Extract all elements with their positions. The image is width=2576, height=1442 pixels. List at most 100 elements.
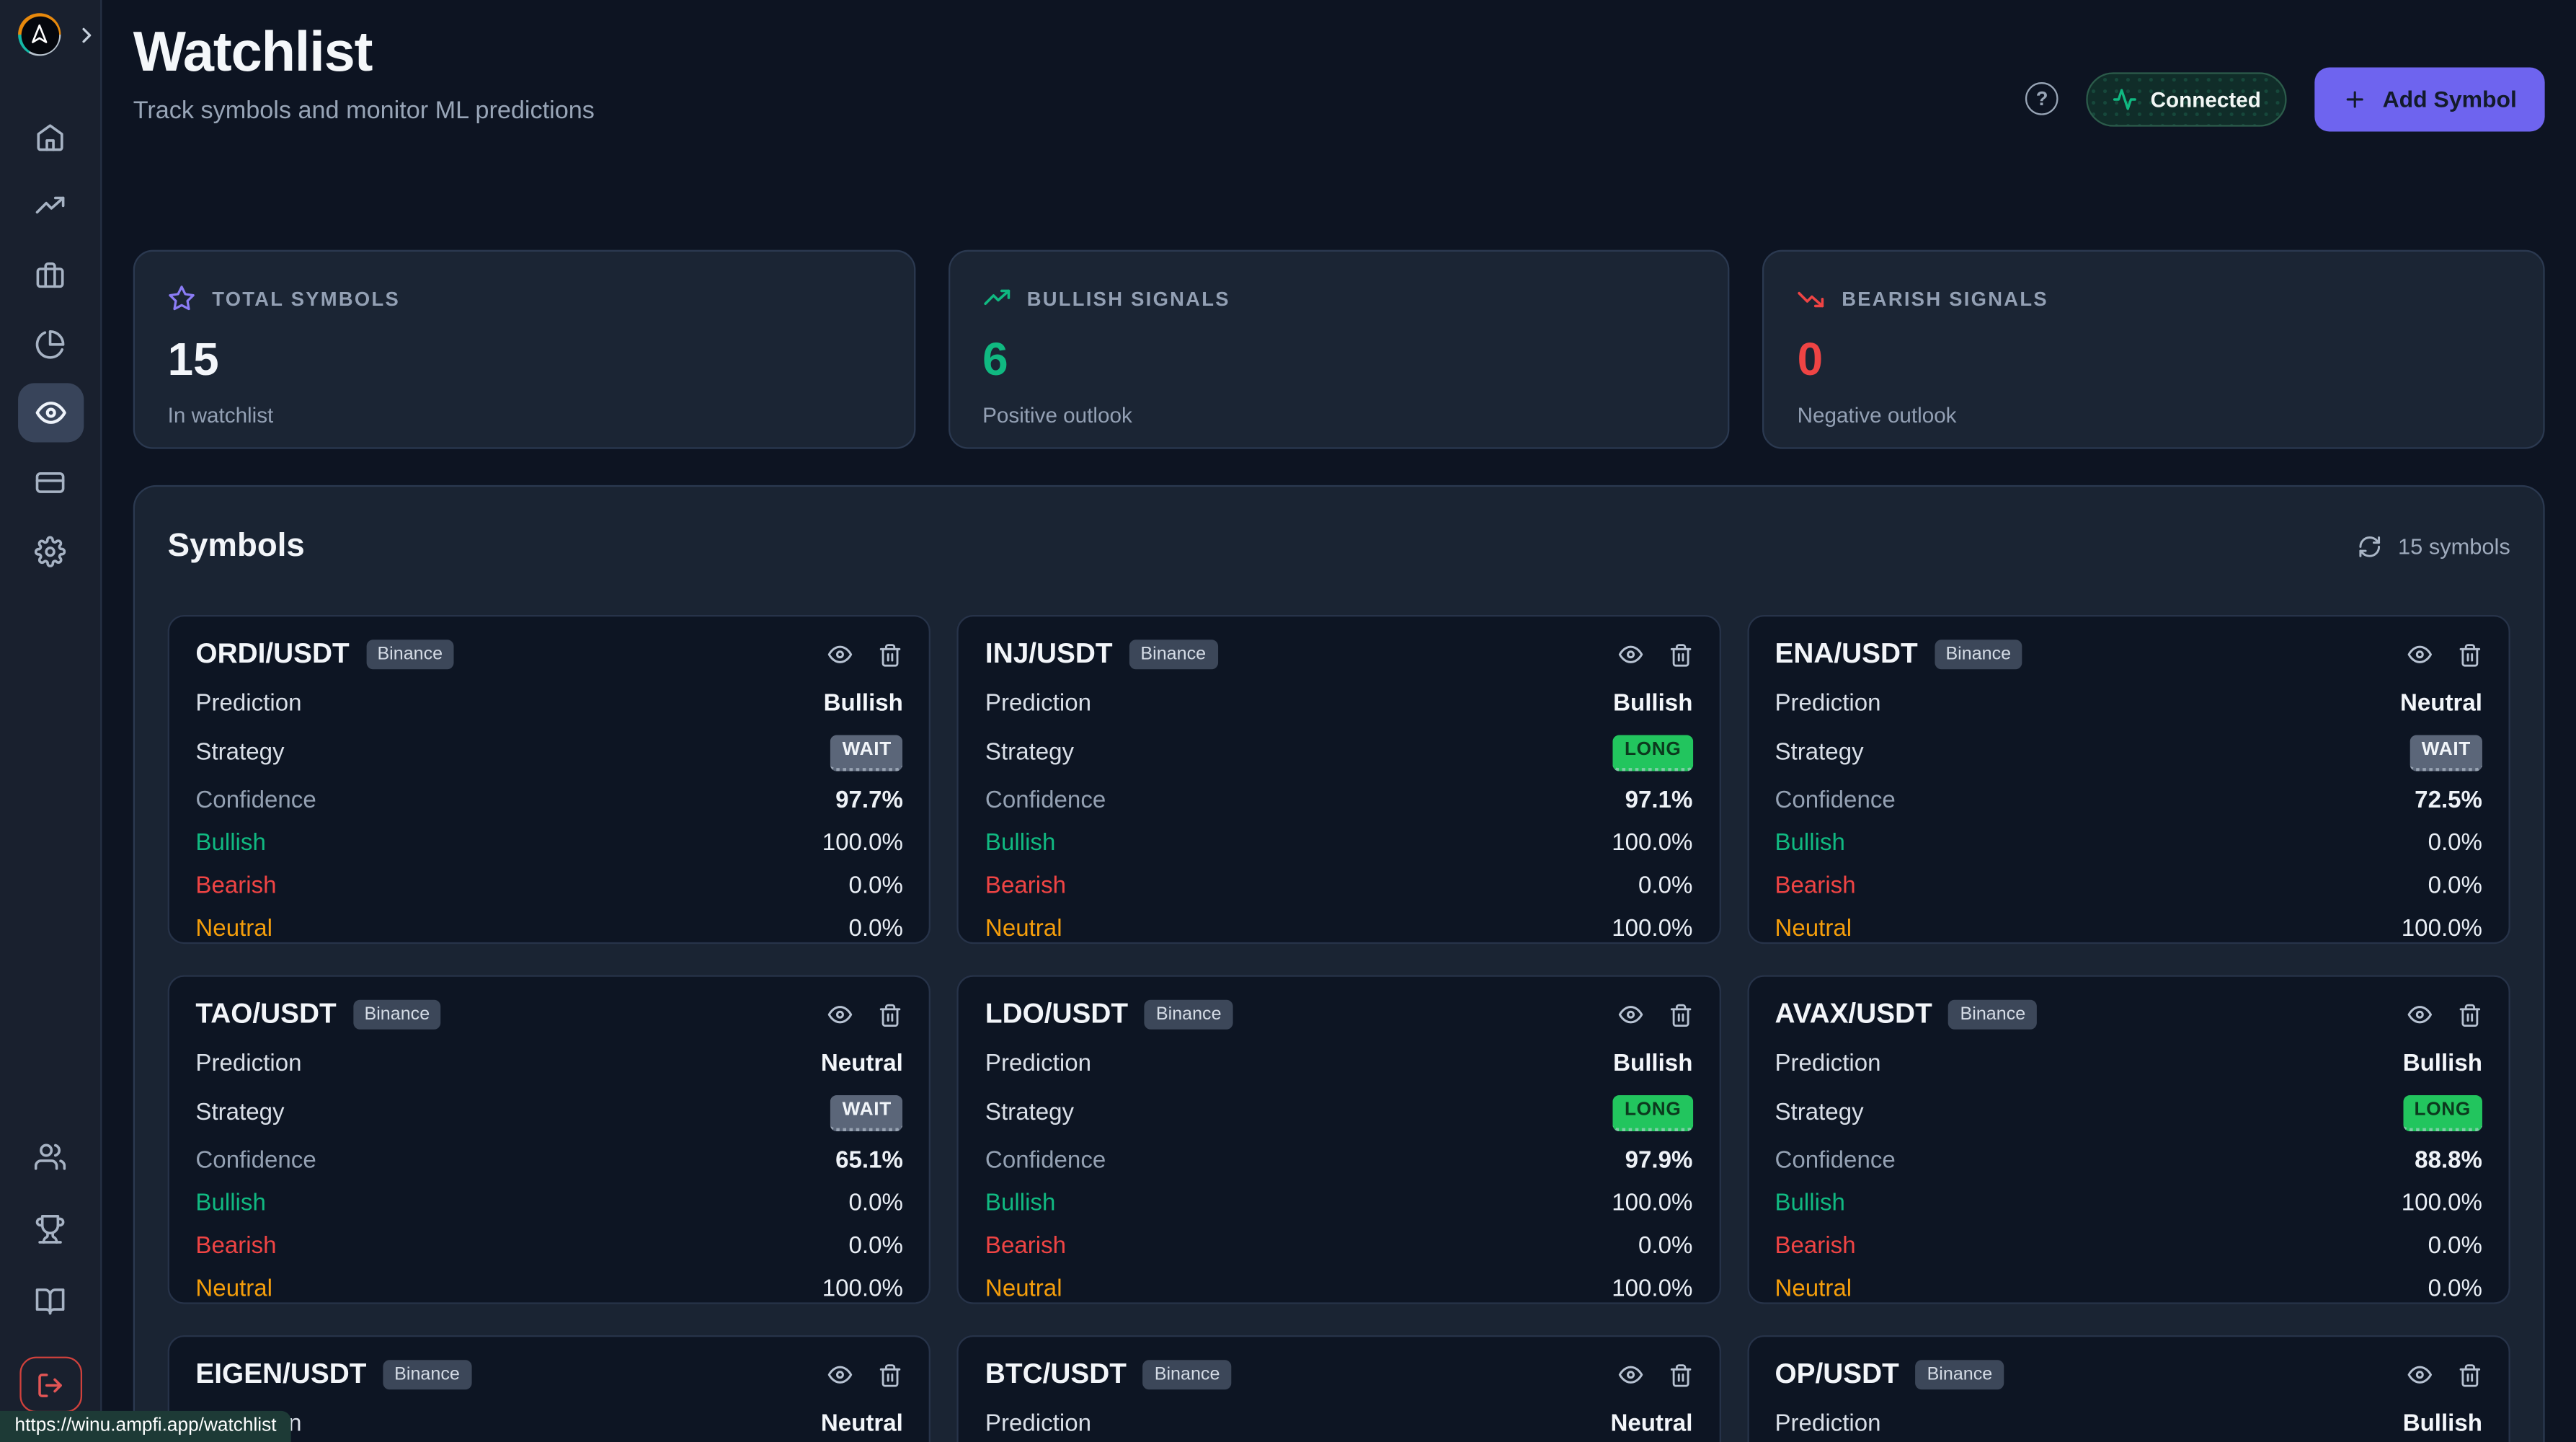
symbol-pair: INJ/USDT (985, 637, 1113, 670)
home-icon (35, 121, 66, 152)
bullish-label: Bullish (985, 830, 1056, 857)
strategy-badge: WAIT (2410, 735, 2482, 771)
delete-trash-icon[interactable] (2458, 642, 2482, 667)
help-icon[interactable]: ? (2025, 82, 2058, 115)
refresh-icon[interactable] (2357, 534, 2381, 558)
bullish-value: 0.0% (2428, 830, 2482, 857)
confidence-row: Confidence 88.8% (1775, 1149, 2482, 1174)
prediction-row: Prediction Bullish (985, 690, 1692, 717)
bearish-label: Bearish (195, 873, 277, 900)
delete-trash-icon[interactable] (1668, 642, 1692, 667)
bearish-row: Bearish 0.0% (985, 873, 1692, 900)
confidence-label: Confidence (1775, 1147, 1896, 1175)
activity-pulse-icon (2113, 87, 2137, 111)
sidebar-item-community[interactable] (17, 1126, 83, 1185)
stat-value: 6 (982, 333, 1008, 385)
delete-trash-icon[interactable] (879, 1363, 903, 1387)
sidebar-item-wallet[interactable] (17, 452, 83, 511)
symbol-pair: OP/USDT (1775, 1358, 1899, 1390)
stat-value: 0 (1797, 333, 1824, 385)
book-open-icon (35, 1285, 66, 1316)
bullish-label: Bullish (1775, 1190, 1845, 1217)
neutral-label: Neutral (985, 1275, 1062, 1303)
watch-eye-icon[interactable] (827, 1001, 853, 1027)
stat-value: 15 (167, 333, 219, 385)
neutral-value: 100.0% (822, 1275, 903, 1303)
prediction-value: Bullish (2402, 1410, 2482, 1438)
symbol-card-rows: Prediction Neutral Strategy WAIT Confidence 6… (195, 1052, 903, 1303)
bullish-row: Bullish 100.0% (1775, 1190, 2482, 1217)
prediction-row: Prediction Bullish (195, 690, 903, 717)
strategy-label: Strategy (985, 1099, 1075, 1126)
prediction-label: Prediction (195, 690, 302, 717)
symbol-card: LDO/USDT Binance Prediction Bullish Strate… (957, 975, 1721, 1304)
watch-eye-icon[interactable] (1617, 642, 1643, 668)
neutral-row: Neutral 0.0% (195, 916, 902, 942)
exchange-badge: Binance (365, 640, 455, 670)
bearish-label: Bearish (985, 873, 1067, 900)
delete-trash-icon[interactable] (1668, 1363, 1692, 1387)
neutral-row: Neutral 100.0% (195, 1275, 903, 1303)
watch-eye-icon[interactable] (2407, 642, 2433, 668)
prediction-row: Prediction Neutral (985, 1412, 1692, 1437)
symbol-card-rows: Prediction Bullish Strategy LONG Confidence 8… (1775, 1050, 2482, 1303)
stat-sub: In watchlist (167, 402, 274, 428)
bullish-row: Bullish 100.0% (985, 1191, 1692, 1217)
sidebar-expand-chevron-icon[interactable] (76, 24, 97, 45)
sidebar-item-markets[interactable] (17, 176, 83, 235)
prediction-label: Prediction (985, 1410, 1092, 1438)
strategy-label: Strategy (985, 739, 1075, 766)
connection-status-badge[interactable]: Connected (2086, 71, 2288, 126)
header-actions: ? Connected Add Symbol (2025, 19, 2545, 177)
symbol-card: INJ/USDT Binance Prediction Bullish Strate… (957, 615, 1721, 945)
prediction-value: Bullish (2402, 1050, 2482, 1077)
watch-eye-icon[interactable] (2407, 1001, 2433, 1027)
sidebar-item-portfolio[interactable] (17, 245, 83, 304)
prediction-value: Neutral (820, 1410, 903, 1438)
stat-card-total-symbols: TOTAL SYMBOLS 15 In watchlist (133, 249, 915, 449)
bearish-value: 0.0% (848, 873, 903, 900)
delete-trash-icon[interactable] (879, 1002, 903, 1027)
watch-eye-icon[interactable] (2407, 1361, 2433, 1387)
neutral-label: Neutral (195, 916, 273, 942)
page-subtitle: Track symbols and monitor ML predictions (133, 97, 595, 125)
bearish-row: Bearish 0.0% (985, 1234, 1692, 1260)
symbol-card: ENA/USDT Binance Prediction Neutral Strate… (1746, 615, 2510, 945)
sidebar-item-analytics[interactable] (17, 314, 83, 373)
watch-eye-icon[interactable] (827, 1361, 853, 1387)
delete-trash-icon[interactable] (879, 642, 903, 667)
logout-button[interactable] (19, 1356, 81, 1413)
bullish-value: 100.0% (2401, 1190, 2482, 1217)
prediction-row: Prediction Bullish (1775, 1412, 2482, 1437)
watch-eye-icon[interactable] (1617, 1001, 1643, 1027)
sidebar-item-settings[interactable] (17, 521, 83, 580)
bullish-label: Bullish (195, 830, 266, 857)
strategy-badge: LONG (2402, 1094, 2482, 1132)
prediction-value: Bullish (823, 690, 903, 717)
add-symbol-button[interactable]: Add Symbol (2315, 66, 2545, 131)
sidebar-item-docs[interactable] (17, 1271, 83, 1330)
delete-trash-icon[interactable] (2458, 1002, 2482, 1027)
bullish-value: 0.0% (848, 1190, 903, 1217)
prediction-row: Prediction Neutral (1775, 691, 2482, 717)
delete-trash-icon[interactable] (2458, 1363, 2482, 1387)
delete-trash-icon[interactable] (1668, 1002, 1692, 1027)
watch-eye-icon[interactable] (827, 642, 853, 668)
log-out-icon (36, 1371, 64, 1399)
watch-eye-icon[interactable] (1617, 1361, 1643, 1387)
sidebar-item-leaderboard[interactable] (17, 1199, 83, 1258)
bullish-row: Bullish 0.0% (1775, 830, 2482, 857)
strategy-row: Strategy LONG (1775, 1094, 2482, 1132)
confidence-row: Confidence 65.1% (195, 1149, 902, 1174)
sidebar-nav (17, 107, 84, 580)
sidebar-item-home[interactable] (17, 107, 83, 166)
bullish-row: Bullish 100.0% (195, 830, 902, 857)
sidebar-item-watchlist[interactable] (17, 383, 84, 443)
bullish-row: Bullish 100.0% (985, 830, 1692, 857)
exchange-badge: Binance (1948, 999, 2038, 1030)
plus-icon (2343, 87, 2368, 111)
bearish-value: 0.0% (2428, 873, 2482, 900)
prediction-label: Prediction (985, 690, 1092, 717)
prediction-row: Prediction Bullish (985, 1052, 1692, 1077)
app-logo[interactable] (18, 13, 61, 56)
